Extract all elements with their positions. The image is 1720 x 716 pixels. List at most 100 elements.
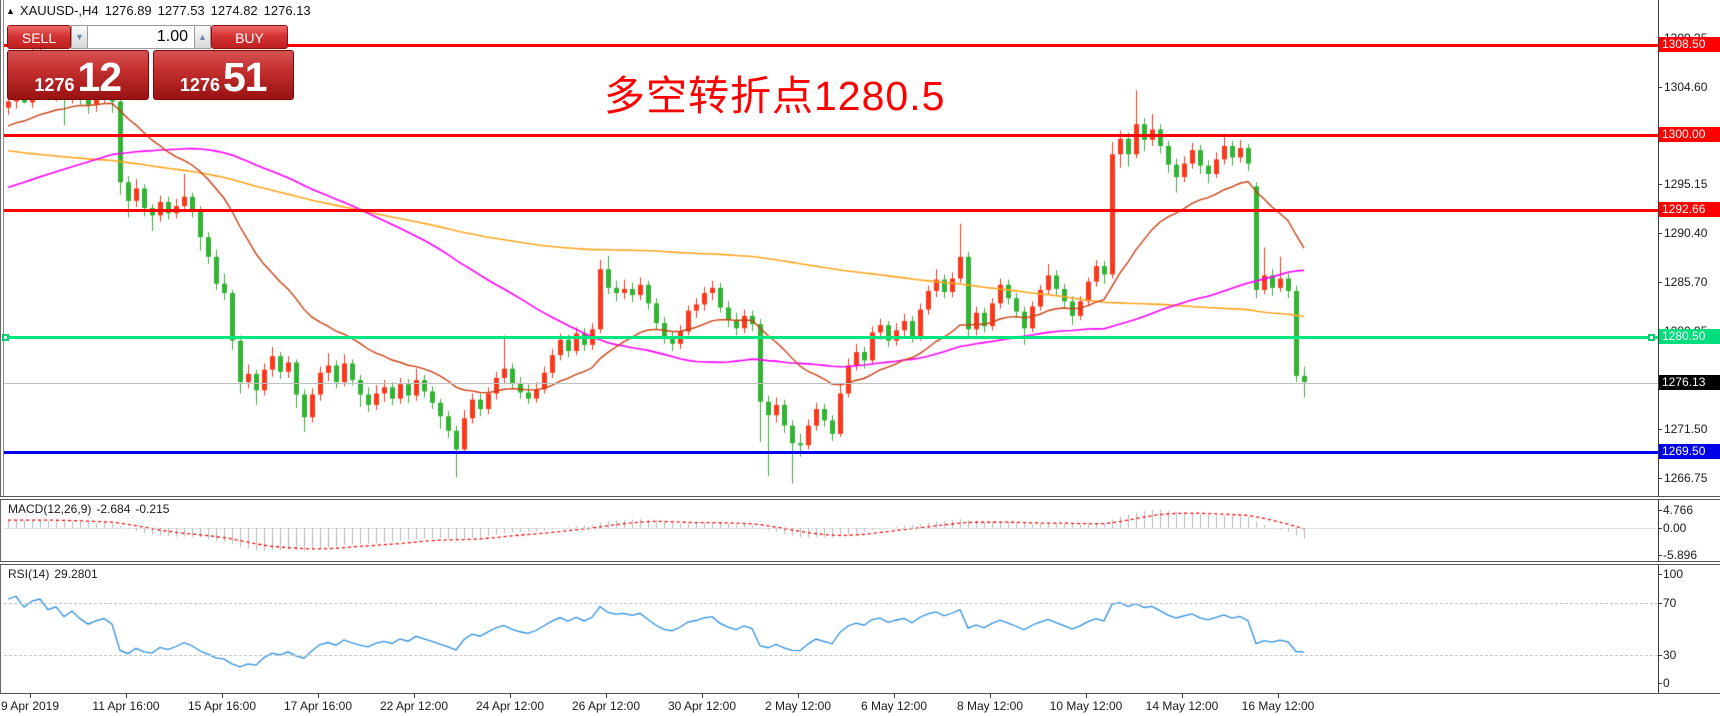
- time-tick-mark: [318, 693, 319, 698]
- rsi-level-70: [4, 603, 1658, 604]
- time-axis-label[interactable]: 6 May 12:00: [860, 699, 928, 713]
- rsi-name: RSI(14): [8, 567, 50, 581]
- volume-input[interactable]: [88, 25, 194, 49]
- volume-decrease-button[interactable]: ▼: [71, 25, 88, 49]
- ask-price-big: 51: [222, 54, 268, 100]
- one-click-trading-widget: SELL ▼ ▲ BUY 1276 12 1276 51: [7, 25, 294, 100]
- time-axis-label[interactable]: 8 May 12:00: [956, 699, 1024, 713]
- macd-tick-mark: [1658, 528, 1662, 529]
- hline-pivot-1280.50[interactable]: [4, 336, 1658, 339]
- chart-canvas[interactable]: [0, 0, 1658, 695]
- macd-tick-mark: [1658, 510, 1662, 511]
- time-axis-label[interactable]: 24 Apr 12:00: [475, 699, 545, 713]
- rsi-tick-mark: [1658, 574, 1662, 575]
- time-axis-label[interactable]: 9 Apr 2019: [0, 699, 60, 713]
- sell-button[interactable]: SELL: [7, 25, 71, 49]
- symbol-name: XAUUSD-,H4: [19, 3, 99, 18]
- ask-quote-panel[interactable]: 1276 51: [152, 50, 294, 100]
- time-axis-label[interactable]: 11 Apr 16:00: [92, 699, 160, 713]
- chart-left-border-inner: [3, 0, 4, 497]
- rsi-axis-label: 0: [1663, 676, 1670, 690]
- macd-label: MACD(12,26,9) -2.684 -0.215: [8, 502, 174, 516]
- hline-handle-right[interactable]: [1648, 334, 1655, 341]
- time-tick-mark: [1278, 693, 1279, 698]
- macd-axis-label: 0.00: [1663, 521, 1687, 535]
- price-tick-label: 1266.75: [1664, 471, 1708, 485]
- hline-support-1269.50[interactable]: [4, 451, 1658, 454]
- time-tick-mark: [222, 693, 223, 698]
- bid-quote-panel[interactable]: 1276 12: [7, 50, 149, 100]
- price-tick-mark: [1658, 429, 1662, 430]
- macd-value-signal: -0.215: [135, 502, 170, 516]
- time-tick-mark: [990, 693, 991, 698]
- ask-price-small: 1276: [179, 75, 220, 95]
- price-tick-mark: [1658, 282, 1662, 283]
- macd-axis-label: -5.896: [1663, 548, 1698, 562]
- volume-increase-button[interactable]: ▲: [194, 25, 211, 49]
- price-tick-label: 1304.60: [1664, 80, 1708, 94]
- time-tick-mark: [606, 693, 607, 698]
- macd-value-main: -2.684: [96, 502, 131, 516]
- hline-resistance-1308.50[interactable]: [4, 44, 1658, 47]
- time-tick-mark: [510, 693, 511, 698]
- chart-annotation-text[interactable]: 多空转折点1280.5: [604, 73, 946, 119]
- price-marker-1276.13: 1276.13: [1659, 375, 1720, 390]
- time-axis-label[interactable]: 15 Apr 16:00: [187, 699, 257, 713]
- main-macd-separator[interactable]: [0, 496, 1720, 500]
- hline-handle-left[interactable]: [2, 334, 9, 341]
- time-tick-mark: [414, 693, 415, 698]
- time-axis-label[interactable]: 2 May 12:00: [764, 699, 832, 713]
- time-axis-label[interactable]: 22 Apr 12:00: [379, 699, 449, 713]
- macd-name: MACD(12,26,9): [8, 502, 92, 516]
- time-axis-label[interactable]: 10 May 12:00: [1049, 699, 1123, 713]
- macd-tick-mark: [1658, 555, 1662, 556]
- one-click-controls-row: SELL ▼ ▲ BUY: [7, 25, 294, 49]
- rsi-axis-label: 70: [1663, 596, 1677, 610]
- rsi-level-30: [4, 655, 1658, 656]
- price-tick-label: 1290.40: [1664, 226, 1708, 240]
- time-tick-mark: [126, 693, 127, 698]
- bid-price-big: 12: [77, 54, 122, 100]
- ohlc-close: 1276.13: [263, 3, 311, 18]
- hline-resistance-1300.00[interactable]: [4, 134, 1658, 137]
- rsi-tick-mark: [1658, 603, 1662, 604]
- time-tick-mark: [798, 693, 799, 698]
- price-tick-mark: [1658, 87, 1662, 88]
- time-axis-label[interactable]: 16 May 12:00: [1241, 699, 1315, 713]
- rsi-tick-mark: [1658, 683, 1662, 684]
- buy-button[interactable]: BUY: [211, 25, 288, 49]
- hline-resistance-1292.66[interactable]: [4, 209, 1658, 212]
- macd-zero-line: [4, 528, 1658, 529]
- time-tick-mark: [702, 693, 703, 698]
- time-tick-mark: [894, 693, 895, 698]
- ohlc-open: 1276.89: [104, 3, 152, 18]
- time-axis-label[interactable]: 26 Apr 12:00: [571, 699, 641, 713]
- macd-rsi-separator[interactable]: [0, 561, 1720, 565]
- time-axis-label[interactable]: 17 Apr 16:00: [283, 699, 353, 713]
- time-tick-mark: [1182, 693, 1183, 698]
- rsi-axis-label: 30: [1663, 648, 1677, 662]
- price-marker-1292.66: 1292.66: [1659, 202, 1720, 217]
- ohlc-low: 1274.82: [210, 3, 258, 18]
- time-axis-label[interactable]: 14 May 12:00: [1145, 699, 1219, 713]
- bid-ask-row: 1276 12 1276 51: [7, 50, 294, 100]
- price-tick-mark: [1658, 184, 1662, 185]
- hline-bid-line-1276.13[interactable]: [4, 383, 1658, 384]
- ohlc-high: 1277.53: [157, 3, 205, 18]
- price-tick-label: 1285.70: [1664, 275, 1708, 289]
- rsi-label: RSI(14) 29.2801: [8, 567, 103, 581]
- price-marker-1280.50: 1280.50: [1659, 329, 1720, 344]
- rsi-tick-mark: [1658, 655, 1662, 656]
- price-marker-1308.50: 1308.50: [1659, 37, 1720, 52]
- macd-axis-label: 4.766: [1663, 503, 1694, 517]
- price-marker-1300.00: 1300.00: [1659, 127, 1720, 142]
- time-tick-mark: [30, 693, 31, 698]
- chart-left-border: [0, 0, 1, 694]
- time-tick-mark: [1086, 693, 1087, 698]
- time-axis-label[interactable]: 30 Apr 12:00: [667, 699, 737, 713]
- price-tick-mark: [1658, 233, 1662, 234]
- price-tick-label: 1295.15: [1664, 177, 1708, 191]
- price-tick-label: 1271.50: [1664, 422, 1708, 436]
- symbol-header: ▲ XAUUSD-,H4 1276.89 1277.53 1274.82 1276.13: [6, 3, 317, 18]
